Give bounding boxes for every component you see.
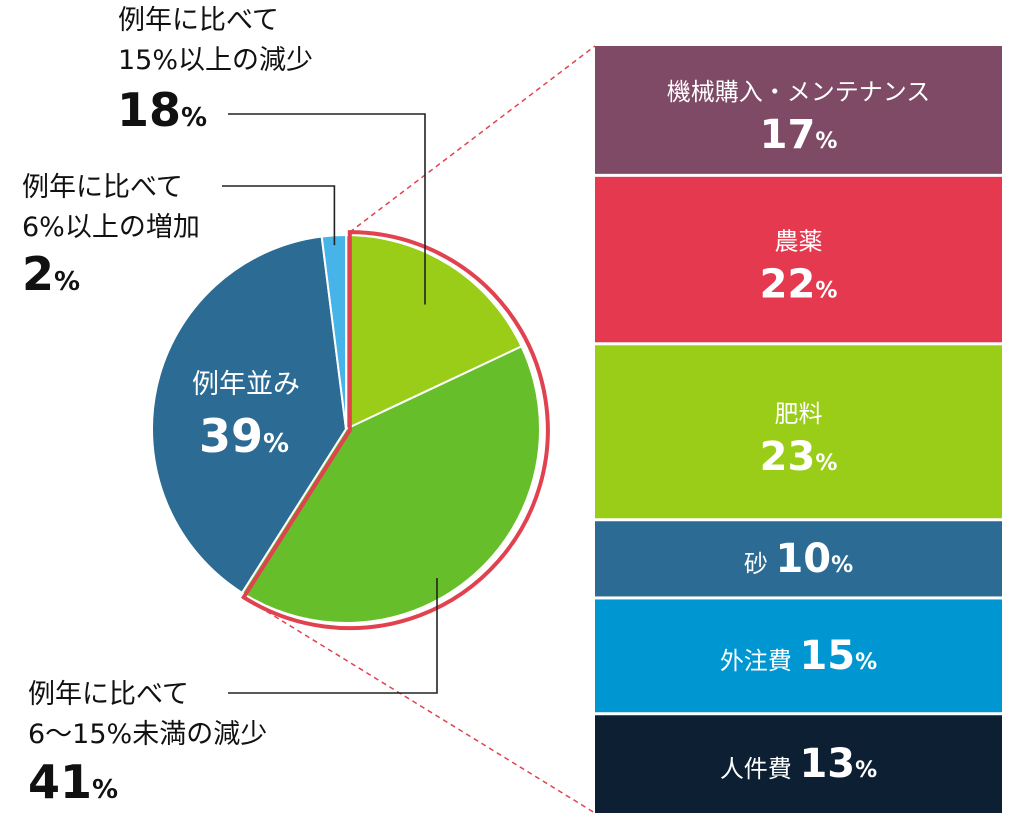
slice-label-same-as-usual: 例年並み 39% bbox=[192, 369, 300, 463]
segment-value-number: 23 bbox=[760, 434, 816, 480]
segment-value-unit: % bbox=[815, 451, 837, 476]
leader-line-18 bbox=[228, 113, 426, 305]
slice-label-line: 6%以上の増加 bbox=[22, 212, 200, 243]
stack-segment bbox=[595, 46, 1002, 174]
slice-value: 2% bbox=[22, 247, 80, 301]
slice-value-number: 41 bbox=[28, 755, 92, 809]
segment-value-number: 10 bbox=[775, 536, 831, 582]
stack-segment bbox=[595, 715, 1002, 813]
segment-value-unit: % bbox=[855, 758, 877, 783]
slice-value-unit: % bbox=[54, 267, 80, 297]
segment-name: 砂 bbox=[744, 550, 776, 578]
segment-label: 肥料 bbox=[775, 400, 823, 428]
pie-slice bbox=[345, 233, 523, 431]
segment-value: 22% bbox=[760, 262, 838, 308]
leader-line-41 bbox=[228, 578, 438, 694]
slice-value: 41% bbox=[28, 755, 118, 809]
segment-value-unit: % bbox=[815, 279, 837, 304]
zoom-line-top bbox=[349, 45, 596, 233]
segment-value-unit: % bbox=[815, 129, 837, 154]
slice-value-unit: % bbox=[263, 429, 289, 459]
slice-label-line: 例年並み bbox=[192, 369, 300, 400]
slice-value-unit: % bbox=[92, 775, 118, 805]
segment-value-number: 13 bbox=[799, 741, 855, 787]
stack-segment bbox=[595, 176, 1002, 343]
stack-segment bbox=[595, 521, 1002, 597]
slice-value: 18% bbox=[117, 83, 207, 137]
slice-label-line: 例年に比べて bbox=[22, 172, 183, 203]
slice-label-line: 例年に比べて bbox=[28, 679, 189, 710]
slice-value-number: 2 bbox=[22, 247, 54, 301]
slice-value-number: 18 bbox=[117, 83, 181, 137]
slice-label-decrease-6-15: 例年に比べて 6〜15%未満の減少 41% bbox=[28, 679, 267, 809]
slice-value: 39% bbox=[199, 409, 289, 463]
segment-value-unit: % bbox=[831, 553, 853, 578]
zoom-line-bottom bbox=[243, 596, 596, 814]
slice-value-number: 39 bbox=[199, 409, 263, 463]
pie-slice bbox=[151, 235, 348, 595]
slice-label-decrease-15: 例年に比べて 15%以上の減少 18% bbox=[117, 5, 313, 137]
slice-label-line: 例年に比べて bbox=[118, 5, 279, 36]
segment-value-number: 22 bbox=[760, 262, 816, 308]
segment-label: 砂 10% bbox=[744, 536, 853, 582]
segment-name: 外注費 bbox=[720, 647, 800, 675]
segment-value: 17% bbox=[760, 112, 838, 158]
segment-label: 機械購入・メンテナンス bbox=[667, 78, 931, 106]
pie-highlight-outline bbox=[240, 230, 550, 631]
stack-segment bbox=[595, 345, 1002, 519]
segment-value-unit: % bbox=[855, 650, 877, 675]
segment-value-number: 15 bbox=[799, 633, 855, 679]
slice-label-increase-6: 例年に比べて 6%以上の増加 2% bbox=[22, 172, 200, 301]
cost-breakdown-stacked-bar bbox=[595, 46, 1002, 813]
slice-label-line: 15%以上の減少 bbox=[118, 45, 313, 76]
stack-segment bbox=[595, 599, 1002, 713]
slice-label-line: 6〜15%未満の減少 bbox=[28, 719, 267, 750]
segment-label: 外注費 15% bbox=[720, 633, 877, 679]
segment-name: 人件費 bbox=[720, 755, 800, 783]
slice-value-unit: % bbox=[181, 103, 207, 133]
connector-lines bbox=[222, 45, 596, 814]
pie-chart bbox=[151, 233, 541, 624]
pie-slice bbox=[240, 345, 541, 624]
segment-label: 人件費 13% bbox=[720, 741, 877, 787]
segment-label: 農薬 bbox=[775, 228, 823, 256]
segment-value: 23% bbox=[760, 434, 838, 480]
segment-value-number: 17 bbox=[760, 112, 816, 158]
leader-line-2 bbox=[222, 185, 336, 246]
